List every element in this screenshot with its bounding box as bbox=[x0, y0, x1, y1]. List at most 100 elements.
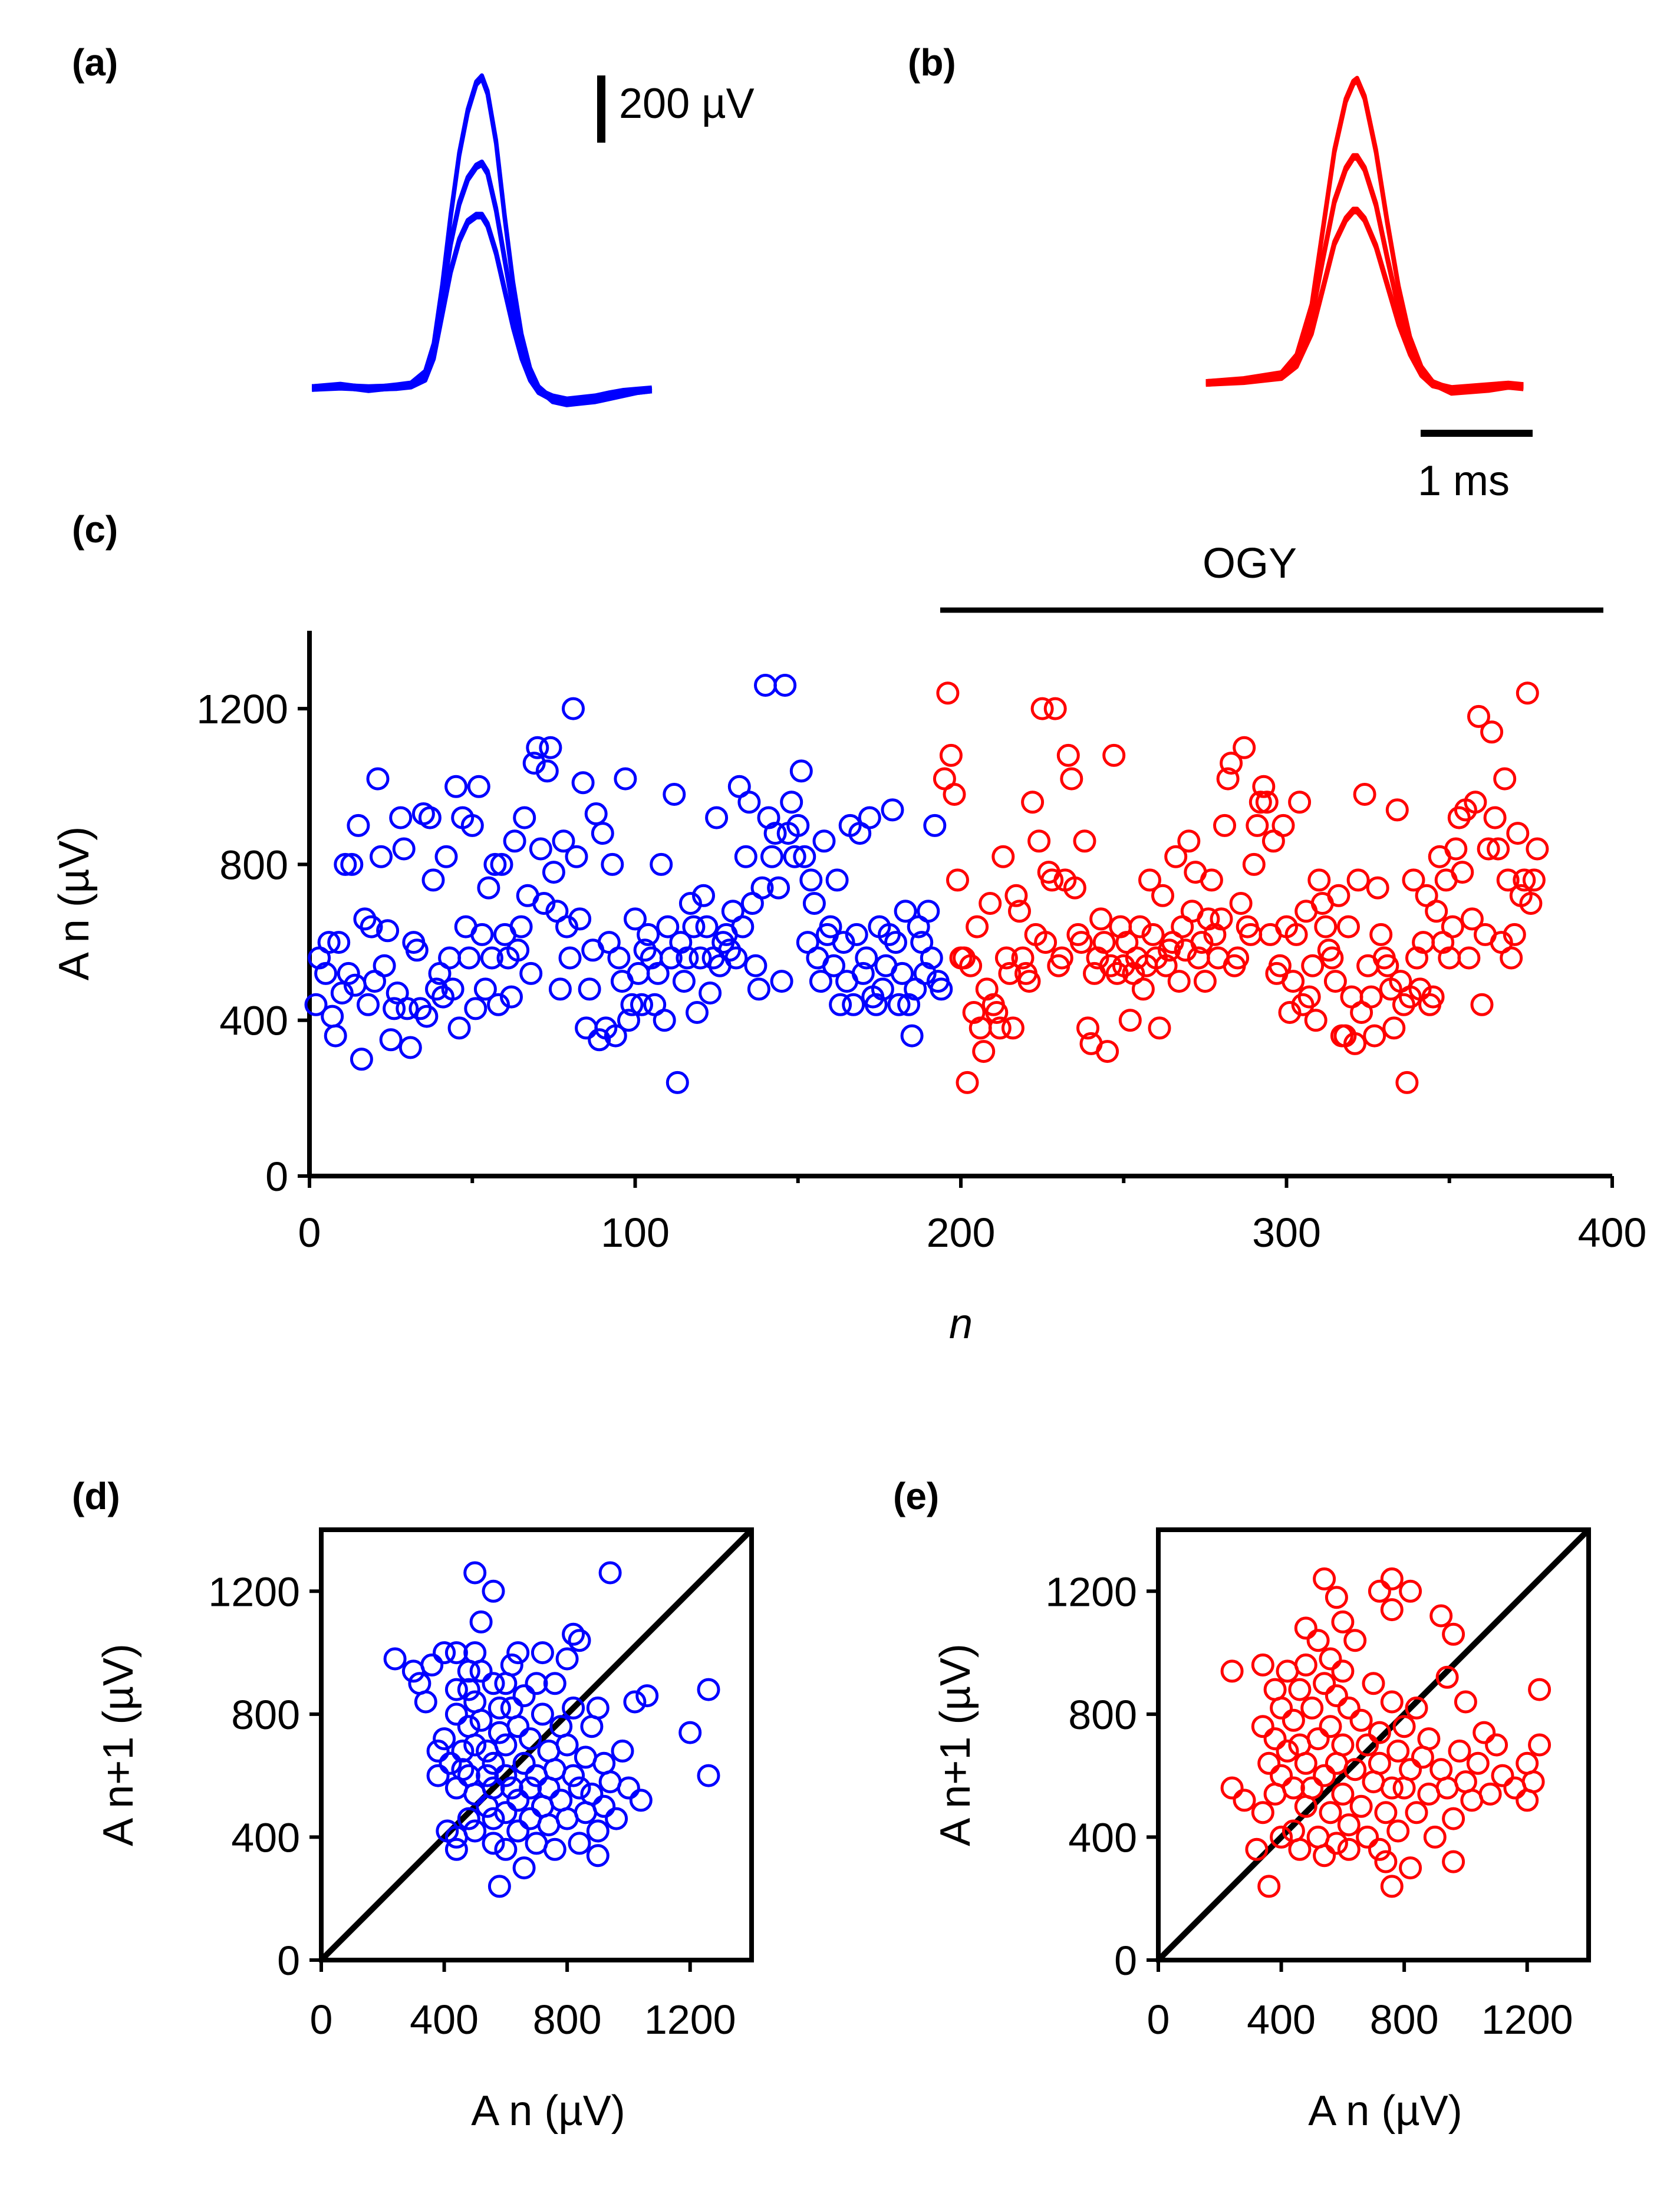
data-point-control bbox=[373, 954, 396, 977]
data-point-OGY bbox=[1395, 1071, 1419, 1094]
data-point-control bbox=[506, 1641, 530, 1665]
data-point-OGY bbox=[1284, 923, 1308, 946]
data-point-OGY bbox=[1368, 1721, 1391, 1744]
data-point-control bbox=[506, 1789, 530, 1812]
data-point-control bbox=[482, 1807, 505, 1830]
data-point-OGY bbox=[979, 892, 1002, 915]
data-point-OGY bbox=[1089, 907, 1113, 931]
data-point-control bbox=[494, 1801, 518, 1824]
data-point-control bbox=[500, 985, 523, 1009]
data-point-OGY bbox=[1337, 1813, 1361, 1837]
data-point-OGY bbox=[1138, 868, 1161, 892]
data-point-control bbox=[513, 806, 536, 829]
data-point-control bbox=[682, 915, 706, 938]
data-point-OGY bbox=[1382, 1016, 1406, 1040]
data-point-control bbox=[884, 931, 907, 954]
data-point-OGY bbox=[1337, 915, 1360, 938]
data-point-OGY bbox=[1331, 1659, 1355, 1683]
data-point-control bbox=[340, 852, 364, 876]
data-point-OGY bbox=[1343, 1629, 1367, 1652]
data-point-OGY bbox=[1200, 868, 1223, 892]
data-point-control bbox=[434, 845, 458, 868]
data-point-control bbox=[793, 845, 816, 868]
data-point-control bbox=[891, 961, 914, 985]
data-point-OGY bbox=[1313, 1764, 1336, 1787]
data-point-OGY bbox=[1368, 1751, 1391, 1775]
panel-label-d: (d) bbox=[72, 1475, 120, 1517]
data-point-OGY bbox=[1385, 798, 1409, 822]
data-point-control bbox=[552, 829, 575, 853]
data-point-control bbox=[653, 1009, 676, 1032]
data-point-control bbox=[917, 900, 940, 923]
data-point-OGY bbox=[1294, 1616, 1317, 1640]
data-point-control bbox=[894, 900, 917, 923]
data-point-control bbox=[562, 1622, 585, 1646]
data-point-OGY bbox=[1467, 704, 1490, 728]
data-point-control bbox=[783, 845, 806, 868]
data-point-OGY bbox=[1102, 743, 1126, 767]
data-point-OGY bbox=[1092, 931, 1116, 954]
data-point-control bbox=[506, 938, 530, 962]
data-point-control bbox=[592, 1794, 616, 1818]
data-point-control bbox=[512, 1751, 536, 1775]
data-point-OGY bbox=[998, 961, 1022, 985]
data-point-OGY bbox=[1343, 1032, 1366, 1055]
data-point-OGY bbox=[1359, 985, 1383, 1009]
data-point-OGY bbox=[1526, 837, 1549, 861]
data-point-control bbox=[822, 954, 845, 977]
data-point-control bbox=[360, 915, 383, 938]
data-point-control bbox=[562, 1696, 585, 1720]
data-point-OGY bbox=[1399, 1856, 1422, 1880]
data-point-OGY bbox=[1021, 791, 1045, 814]
data-point-OGY bbox=[1487, 837, 1510, 861]
data-point-OGY bbox=[1503, 923, 1526, 946]
data-point-OGY bbox=[1380, 1567, 1404, 1590]
data-point-OGY bbox=[1001, 1016, 1025, 1040]
data-point-OGY bbox=[1040, 868, 1064, 892]
waveform-trace-3-2 bbox=[312, 215, 653, 404]
data-point-control bbox=[575, 1016, 598, 1040]
data-point-OGY bbox=[1331, 1782, 1355, 1806]
data-point-control bbox=[678, 1721, 702, 1744]
x-tick-label: 400 bbox=[1247, 1997, 1316, 2043]
data-point-control bbox=[543, 1672, 566, 1695]
data-point-control bbox=[620, 993, 644, 1016]
data-point-control bbox=[605, 1807, 628, 1830]
data-point-OGY bbox=[1386, 1819, 1410, 1843]
data-point-control bbox=[366, 767, 390, 791]
data-point-control bbox=[531, 1641, 554, 1665]
data-point-control bbox=[415, 1005, 439, 1028]
data-point-OGY bbox=[1210, 907, 1233, 931]
data-point-OGY bbox=[1337, 1696, 1361, 1720]
data-point-OGY bbox=[1069, 931, 1093, 954]
data-point-control bbox=[389, 806, 413, 829]
data-point-control bbox=[451, 1739, 475, 1763]
data-point-OGY bbox=[1466, 1751, 1490, 1775]
data-point-OGY bbox=[1282, 1708, 1305, 1732]
data-point-OGY bbox=[1528, 1733, 1551, 1757]
data-point-OGY bbox=[1056, 743, 1080, 767]
data-point-OGY bbox=[1516, 681, 1539, 705]
data-point-control bbox=[467, 775, 490, 798]
data-point-OGY bbox=[1220, 1659, 1244, 1683]
data-point-control bbox=[470, 923, 494, 946]
data-point-OGY bbox=[1017, 970, 1041, 993]
x-tick-label: 0 bbox=[1147, 1997, 1170, 2043]
data-point-OGY bbox=[1319, 1715, 1342, 1738]
y-tick-label: 400 bbox=[1068, 1814, 1137, 1860]
data-point-control bbox=[337, 961, 360, 985]
data-point-OGY bbox=[1319, 1801, 1342, 1824]
data-point-OGY bbox=[1493, 767, 1517, 791]
data-point-OGY bbox=[1444, 837, 1468, 861]
data-point-control bbox=[617, 1009, 640, 1032]
data-point-OGY bbox=[1356, 1733, 1379, 1757]
data-point-control bbox=[532, 892, 556, 915]
data-point-control bbox=[444, 775, 468, 798]
data-point-OGY bbox=[1402, 868, 1425, 892]
data-point-OGY bbox=[1513, 868, 1536, 892]
panel-b-waveforms bbox=[1205, 75, 1524, 396]
data-point-OGY bbox=[943, 783, 966, 806]
data-point-OGY bbox=[956, 1071, 979, 1094]
data-point-OGY bbox=[1425, 900, 1448, 923]
waveform-trace-3-0 bbox=[1205, 206, 1524, 390]
